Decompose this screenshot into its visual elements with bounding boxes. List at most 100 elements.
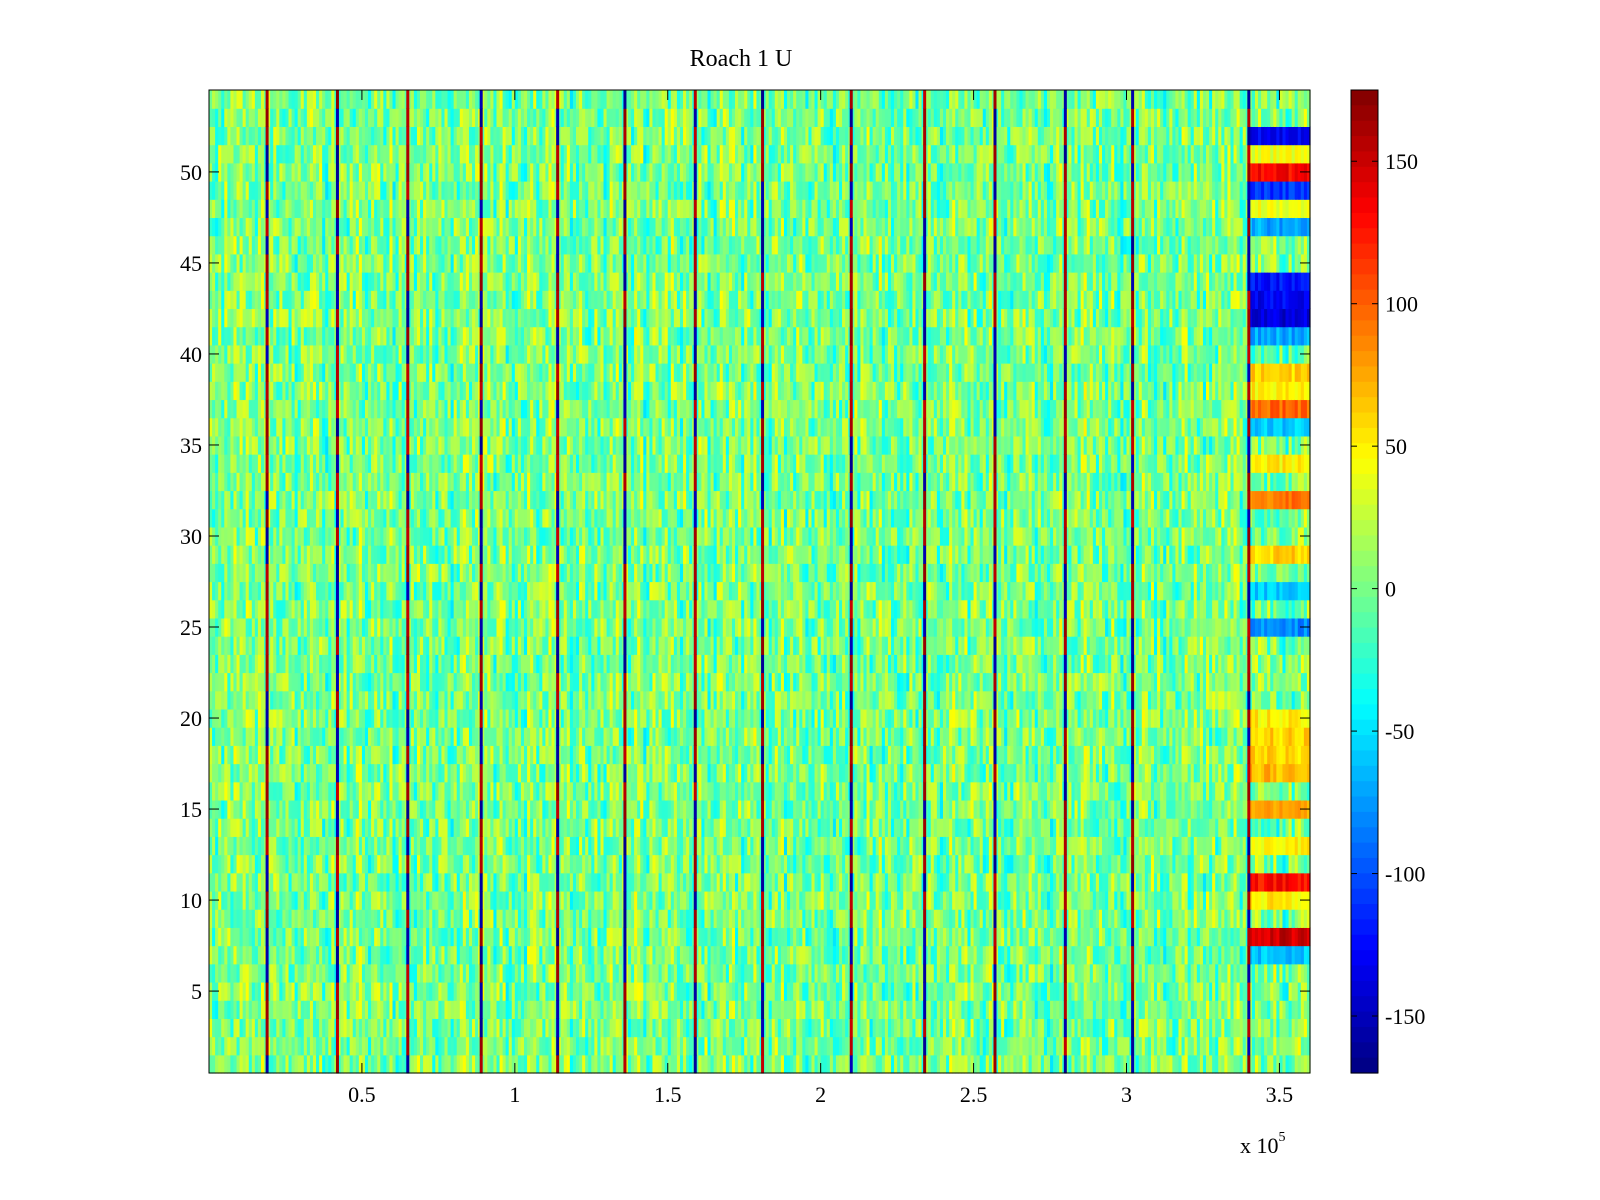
heatmap-cell — [239, 217, 244, 237]
heatmap-cell — [260, 472, 265, 492]
heatmap-cell — [273, 745, 277, 765]
heatmap-cell — [245, 617, 250, 637]
heatmap-cell — [230, 872, 235, 892]
heatmap-cell — [248, 1036, 253, 1056]
heatmap-cell — [316, 617, 320, 637]
heatmap-cell — [288, 1036, 293, 1056]
heatmap-cell — [251, 781, 256, 801]
heatmap-cell — [300, 126, 305, 146]
heatmap-cell — [300, 90, 305, 109]
heatmap-cell — [319, 763, 323, 783]
heatmap-cell — [251, 745, 256, 765]
heatmap-cell — [282, 381, 287, 401]
heatmap-cell — [291, 654, 296, 674]
heatmap-cell — [294, 526, 299, 546]
heatmap-cell — [267, 253, 271, 273]
heatmap-cell — [309, 890, 314, 910]
heatmap-cell — [319, 617, 323, 637]
heatmap-cell — [215, 90, 219, 109]
heatmap-cell — [285, 381, 290, 401]
heatmap-cell — [297, 909, 302, 928]
heatmap-cell — [294, 981, 299, 1001]
heatmap-cell — [242, 636, 247, 655]
heatmap-cell — [294, 890, 299, 910]
heatmap-cell — [248, 927, 253, 947]
heatmap-cell — [322, 1018, 326, 1038]
heatmap-cell — [221, 909, 225, 928]
heatmap-cell — [273, 617, 277, 637]
heatmap-cell — [233, 617, 238, 637]
heatmap-cell — [300, 818, 305, 837]
heatmap-cell — [291, 454, 296, 473]
heatmap-cell — [242, 381, 247, 401]
heatmap-cell — [230, 472, 235, 492]
heatmap-cell — [279, 435, 283, 455]
heatmap-cell — [282, 1036, 287, 1056]
heatmap-cell — [285, 909, 290, 928]
heatmap-cell — [288, 181, 293, 200]
heatmap-cell — [291, 745, 296, 765]
heatmap-cell — [282, 745, 287, 765]
heatmap-cell — [245, 272, 250, 291]
heatmap-cell — [306, 90, 311, 109]
heatmap-cell — [224, 253, 228, 273]
heatmap-cell — [306, 890, 311, 910]
heatmap-cell — [297, 508, 302, 528]
heatmap-cell — [319, 672, 323, 692]
heatmap-cell — [224, 308, 228, 328]
heatmap-cell — [248, 1000, 253, 1019]
heatmap-cell — [300, 836, 305, 856]
heatmap-cell — [224, 399, 228, 419]
heatmap-cell — [236, 963, 241, 983]
heatmap-cell — [316, 1036, 320, 1056]
heatmap-cell — [212, 854, 216, 874]
heatmap-cell — [218, 1018, 222, 1038]
heatmap-cell — [215, 599, 219, 619]
heatmap-cell — [215, 1054, 219, 1074]
heatmap-cell — [233, 945, 238, 965]
heatmap-cell — [312, 854, 317, 874]
heatmap-cell — [273, 1000, 277, 1019]
heatmap-cell — [300, 763, 305, 783]
heatmap-cell — [218, 1036, 222, 1056]
heatmap-cell — [303, 727, 308, 746]
heatmap-cell — [294, 435, 299, 455]
heatmap-cell — [297, 1018, 302, 1038]
heatmap-cell — [245, 399, 250, 419]
heatmap-cell — [224, 1000, 228, 1019]
heatmap-cell — [236, 781, 241, 801]
heatmap-cell — [288, 654, 293, 674]
heatmap-cell — [312, 563, 317, 583]
heatmap-cell — [218, 144, 222, 164]
heatmap-cell — [239, 162, 244, 182]
heatmap-cell — [215, 217, 219, 237]
heatmap-cell — [316, 945, 320, 965]
heatmap-cell — [273, 217, 277, 237]
heatmap-cell — [218, 308, 222, 328]
heatmap-cell — [322, 909, 326, 928]
heatmap-cell — [218, 636, 222, 655]
heatmap-cell — [245, 144, 250, 164]
heatmap-cell — [297, 472, 302, 492]
heatmap-cell — [282, 235, 287, 255]
heatmap-cell — [224, 745, 228, 765]
heatmap-cell — [260, 727, 265, 746]
heatmap-cell — [306, 727, 311, 746]
heatmap-cell — [209, 836, 213, 856]
heatmap-cell — [319, 472, 323, 492]
heatmap-cell — [312, 253, 317, 273]
heatmap-cell — [254, 290, 259, 310]
heatmap-cell — [285, 344, 290, 364]
heatmap-cell — [294, 836, 299, 856]
heatmap-cell — [276, 217, 280, 237]
heatmap-cell — [239, 235, 244, 255]
heatmap-cell — [297, 490, 302, 510]
heatmap-cell — [248, 654, 253, 674]
heatmap-cell — [291, 763, 296, 783]
heatmap-cell — [276, 381, 280, 401]
heatmap-cell — [316, 108, 320, 127]
heatmap-cell — [282, 363, 287, 382]
heatmap-cell — [276, 417, 280, 437]
heatmap-cell — [251, 144, 256, 164]
